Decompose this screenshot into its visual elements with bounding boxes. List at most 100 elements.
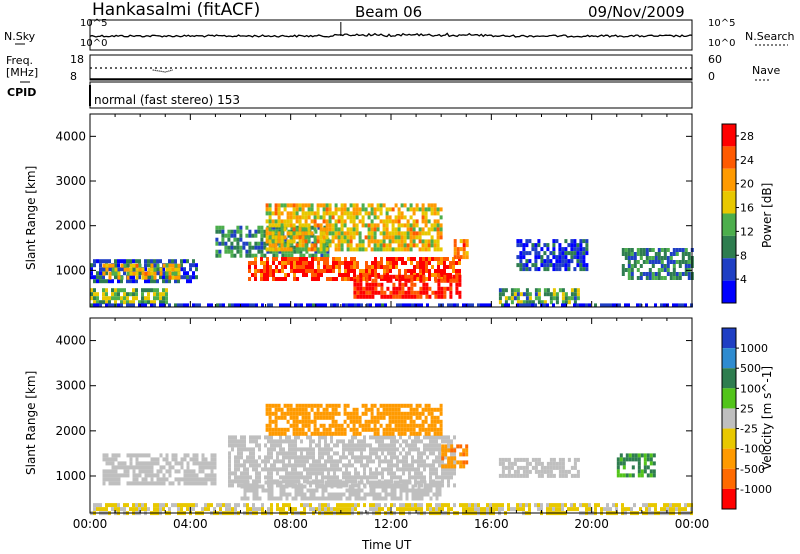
power-cell	[639, 252, 643, 256]
velocity-cell	[378, 484, 382, 489]
velocity-cell	[561, 465, 565, 470]
power-cell	[93, 263, 96, 268]
power-cell	[370, 227, 374, 232]
power-cell	[419, 274, 423, 279]
velocity-cell	[358, 423, 362, 428]
velocity-cell	[105, 473, 109, 478]
velocity-cell	[213, 453, 217, 458]
velocity-cell	[388, 419, 392, 424]
power-cell	[90, 271, 93, 276]
velocity-cell	[606, 503, 609, 508]
power-cell	[561, 263, 565, 268]
velocity-cell	[400, 431, 404, 436]
velocity-cell	[652, 453, 656, 458]
power-cell	[639, 264, 643, 268]
power-cell	[543, 251, 547, 256]
velocity-cell	[246, 475, 249, 480]
power-cell	[284, 257, 287, 261]
power-cell	[543, 300, 547, 305]
power-cell	[639, 276, 643, 280]
velocity-cell	[403, 431, 407, 436]
velocity-cell	[453, 456, 457, 461]
power-cell	[570, 255, 574, 260]
velocity-cell	[258, 496, 262, 501]
power-cell	[353, 278, 357, 283]
power-cell	[186, 271, 189, 276]
power-cell	[534, 267, 538, 272]
velocity-cell	[424, 431, 428, 436]
power-cell	[433, 239, 437, 244]
power-cell	[340, 207, 344, 212]
velocity-cell	[414, 475, 417, 480]
power-cell	[144, 271, 148, 276]
power-cell	[389, 290, 393, 295]
velocity-region	[498, 457, 580, 478]
velocity-cell	[111, 457, 115, 462]
power-cell	[525, 239, 529, 244]
power-cell	[404, 290, 408, 295]
power-cell	[280, 227, 284, 232]
power-cell	[144, 279, 147, 284]
velocity-cell	[390, 467, 393, 472]
power-cell	[519, 243, 523, 248]
velocity-cell	[213, 477, 217, 482]
velocity-cell	[388, 423, 392, 428]
velocity-colorbar-tick-label: -1000	[740, 483, 772, 496]
power-cell	[633, 264, 637, 268]
velocity-cell	[300, 439, 303, 444]
velocity-cell	[355, 431, 359, 436]
velocity-cell	[322, 427, 326, 432]
velocity-cell	[660, 507, 663, 512]
power-cell	[111, 296, 114, 301]
power-cell	[421, 243, 425, 248]
power-cell	[383, 277, 386, 281]
velocity-cell	[153, 481, 157, 486]
velocity-cell	[292, 431, 296, 436]
velocity-cell	[525, 473, 529, 478]
power-cell	[126, 259, 129, 264]
velocity-cell	[516, 507, 519, 512]
velocity-cell	[625, 457, 629, 462]
power-cell	[564, 239, 568, 244]
velocity-cell	[435, 488, 439, 493]
velocity-cell	[240, 435, 243, 440]
power-cell	[331, 231, 335, 236]
power-cell	[93, 296, 96, 301]
power-cell	[645, 248, 649, 252]
power-cell	[177, 303, 180, 308]
power-cell	[337, 239, 341, 244]
velocity-cell	[384, 484, 388, 489]
velocity-cell	[649, 453, 653, 458]
power-cell	[298, 227, 302, 232]
power-cell	[437, 290, 441, 295]
velocity-cell	[252, 484, 256, 489]
velocity-cell	[297, 463, 300, 468]
power-cell	[687, 276, 691, 280]
velocity-cell	[213, 465, 217, 470]
velocity-cell	[195, 453, 199, 458]
power-cell	[428, 257, 431, 261]
power-cell	[398, 290, 402, 295]
power-cell	[102, 259, 105, 264]
velocity-cell	[315, 459, 318, 464]
velocity-cell	[297, 484, 301, 489]
velocity-cell	[390, 488, 394, 493]
power-cell	[323, 265, 326, 269]
velocity-cell	[324, 475, 327, 480]
power-cell	[265, 207, 269, 212]
power-cell	[126, 303, 129, 308]
velocity-cell	[399, 443, 402, 448]
velocity-cell	[316, 403, 320, 408]
velocity-colorbar-tick-label: 500	[740, 362, 761, 375]
velocity-cell	[277, 407, 281, 412]
power-cell	[287, 257, 290, 261]
velocity-cell	[348, 484, 352, 489]
velocity-cell	[345, 467, 348, 472]
power-cell	[345, 303, 348, 308]
power-cell	[660, 276, 664, 280]
velocity-cell	[102, 507, 105, 512]
velocity-cell	[277, 427, 281, 432]
velocity-cell	[372, 484, 376, 489]
power-cell	[576, 296, 580, 301]
